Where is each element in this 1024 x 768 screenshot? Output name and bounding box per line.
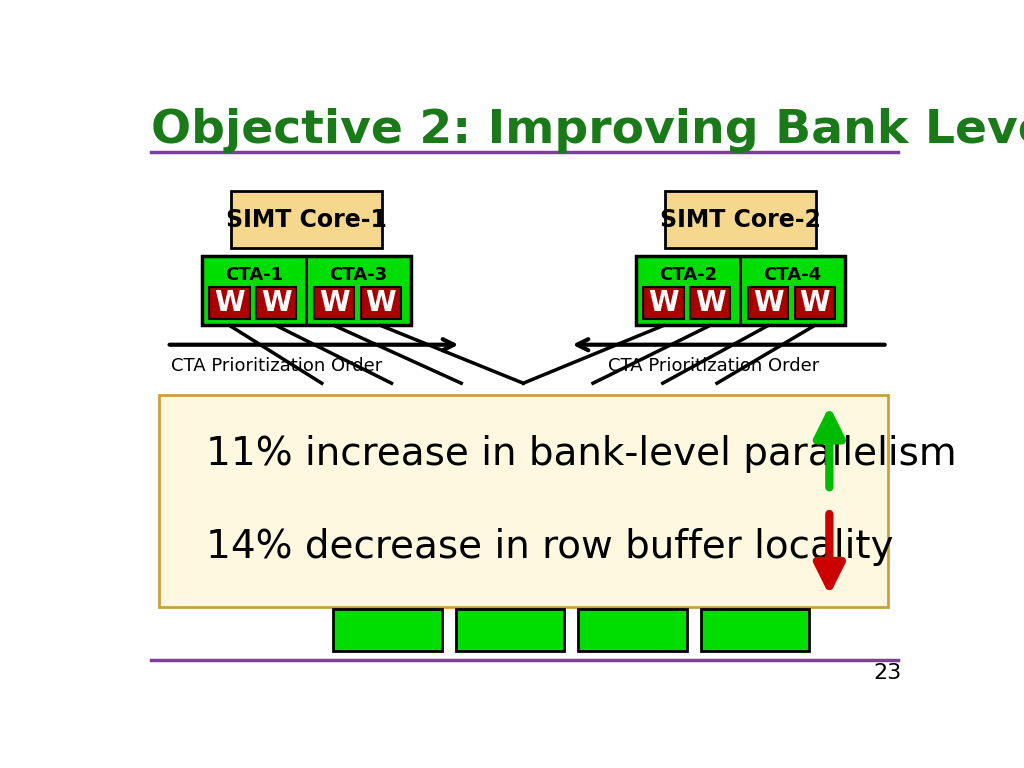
Bar <box>665 190 816 249</box>
Text: W: W <box>648 289 679 317</box>
Text: SIMT Core-2: SIMT Core-2 <box>659 207 820 232</box>
Bar <box>643 287 684 319</box>
Text: W: W <box>753 289 783 317</box>
Text: W: W <box>261 289 292 317</box>
Text: CTA Prioritization Order: CTA Prioritization Order <box>171 357 382 376</box>
Bar <box>256 287 296 319</box>
Text: W: W <box>694 289 725 317</box>
Bar <box>636 257 845 326</box>
Bar <box>314 287 354 319</box>
Text: 11% increase in bank-level parallelism: 11% increase in bank-level parallelism <box>206 435 956 473</box>
Bar <box>209 287 250 319</box>
Text: 14% decrease in row buffer locality: 14% decrease in row buffer locality <box>206 528 893 566</box>
Bar <box>202 257 411 326</box>
Bar <box>360 287 400 319</box>
Text: W: W <box>214 289 245 317</box>
Text: CTA-2: CTA-2 <box>658 266 717 284</box>
Text: CTA-4: CTA-4 <box>764 266 821 284</box>
Bar <box>579 609 687 651</box>
Text: W: W <box>800 289 830 317</box>
Text: CTA Prioritization Order: CTA Prioritization Order <box>608 357 820 376</box>
Bar <box>230 190 382 249</box>
Bar <box>334 609 442 651</box>
Text: W: W <box>366 289 396 317</box>
Text: SIMT Core-1: SIMT Core-1 <box>226 207 387 232</box>
Bar <box>690 287 730 319</box>
Text: W: W <box>318 289 349 317</box>
Text: 23: 23 <box>873 663 901 683</box>
Bar <box>700 609 809 651</box>
Bar <box>748 287 788 319</box>
Text: Objective 2: Improving Bank Level Parallelism: Objective 2: Improving Bank Level Parall… <box>152 108 1024 153</box>
Bar <box>456 609 564 651</box>
Bar <box>159 395 888 607</box>
Bar <box>795 287 835 319</box>
Text: CTA-3: CTA-3 <box>330 266 388 284</box>
Text: CTA-1: CTA-1 <box>225 266 283 284</box>
